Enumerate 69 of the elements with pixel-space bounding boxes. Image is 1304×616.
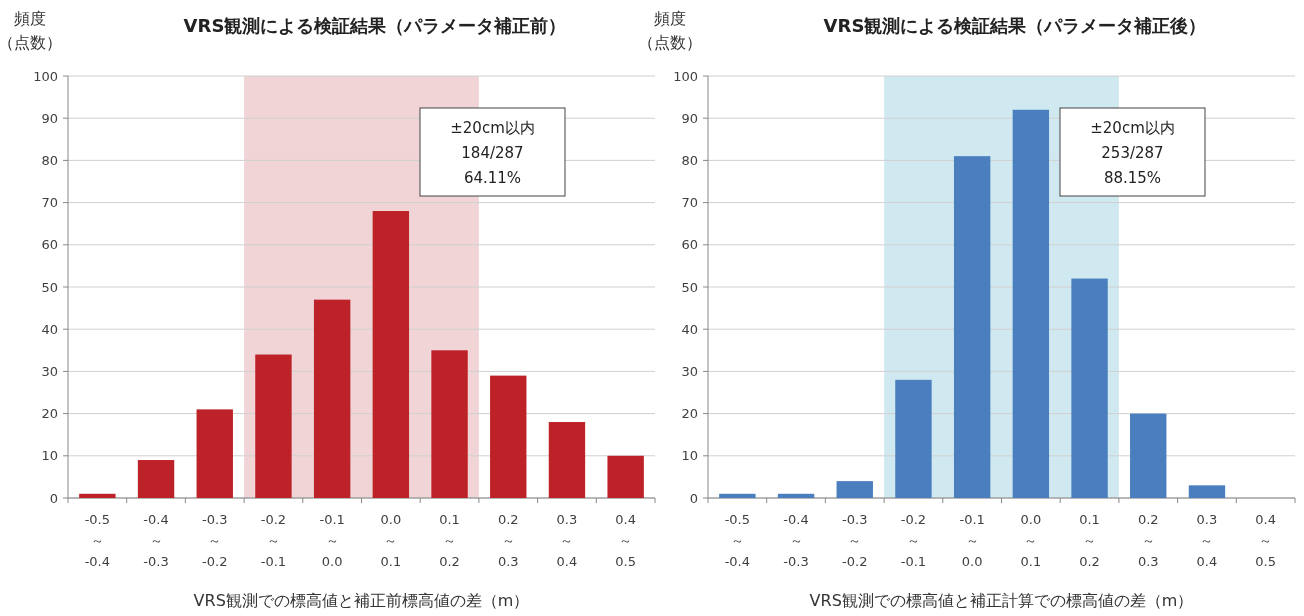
bar (607, 455, 644, 498)
chart-title: VRS観測による検証結果（パラメータ補正前） (183, 15, 567, 36)
x-tick-label: 0.0 ～ 0.1 (1020, 512, 1042, 569)
bar (196, 409, 233, 498)
x-tick-label: -0.5 ～ -0.4 (724, 512, 751, 569)
bar (137, 460, 175, 498)
y-axis-title: 頻度（点数） (638, 9, 702, 52)
y-tick-label: 40 (681, 321, 698, 337)
annotation: ±20cm以内 184/287 64.11% (450, 119, 535, 187)
y-tick-label: 70 (41, 195, 58, 211)
x-tick-label: -0.2 ～ -0.1 (260, 512, 287, 569)
y-tick-label: 60 (681, 237, 698, 253)
y-tick-label: 0 (49, 490, 58, 506)
bar (1071, 278, 1108, 498)
y-tick-label: 70 (681, 195, 698, 211)
chart-title: VRS観測による検証結果（パラメータ補正後） (823, 15, 1207, 36)
y-tick-label: 30 (681, 363, 698, 379)
bar (79, 493, 116, 498)
y-axis-title: 頻度（点数） (0, 9, 62, 52)
y-tick-label: 80 (41, 152, 58, 168)
bar (548, 422, 586, 498)
x-tick-label: -0.4 ～ -0.3 (143, 512, 169, 569)
bar (1012, 109, 1050, 498)
y-tick-label: 40 (41, 321, 58, 337)
x-tick-label: -0.1 ～ 0.0 (959, 512, 985, 569)
bar (953, 156, 991, 498)
x-tick-label: -0.4 ～ -0.3 (783, 512, 809, 569)
y-tick-label: 20 (681, 406, 698, 422)
y-tick-label: 80 (681, 152, 698, 168)
bar (836, 481, 873, 498)
x-axis-title: VRS観測での標高値と補正前標高値の差（m） (193, 591, 530, 610)
x-tick-label: 0.2 ～ 0.3 (497, 512, 519, 569)
x-tick-label: -0.5 ～ -0.4 (84, 512, 111, 569)
annotation: ±20cm以内 253/287 88.15% (1090, 119, 1175, 187)
bar (719, 493, 756, 498)
x-tick-label: -0.2 ～ -0.1 (900, 512, 927, 569)
y-tick-label: 10 (41, 448, 58, 464)
x-tick-label: 0.3 ～ 0.4 (1196, 512, 1218, 569)
y-tick-label: 60 (41, 237, 58, 253)
y-tick-label: 90 (681, 110, 698, 126)
bar (1188, 485, 1226, 498)
x-tick-label: 0.0 ～ 0.1 (380, 512, 402, 569)
y-tick-label: 30 (41, 363, 58, 379)
y-tick-label: 50 (41, 279, 58, 295)
x-tick-label: -0.1 ～ 0.0 (319, 512, 345, 569)
x-tick-label: -0.3 ～ -0.2 (842, 512, 868, 569)
y-tick-label: 20 (41, 406, 58, 422)
bar (490, 375, 527, 498)
y-tick-label: 50 (681, 279, 698, 295)
x-tick-label: 0.4 ～ 0.5 (1255, 512, 1276, 569)
bar (777, 493, 815, 498)
bar (372, 211, 410, 498)
bar (431, 350, 468, 498)
y-tick-label: 90 (41, 110, 58, 126)
bar (313, 299, 351, 498)
bar (255, 354, 292, 498)
x-tick-label: 0.2 ～ 0.3 (1137, 512, 1159, 569)
x-axis-title: VRS観測での標高値と補正計算での標高値の差（m） (809, 591, 1194, 610)
bar (1130, 413, 1167, 498)
x-tick-label: 0.1 ～ 0.2 (439, 512, 460, 569)
y-tick-label: 10 (681, 448, 698, 464)
x-tick-label: 0.1 ～ 0.2 (1079, 512, 1100, 569)
y-tick-label: 100 (33, 68, 58, 84)
x-tick-label: 0.3 ～ 0.4 (556, 512, 578, 569)
y-tick-label: 100 (673, 68, 698, 84)
bar (895, 379, 932, 498)
x-tick-label: 0.4 ～ 0.5 (615, 512, 636, 569)
x-tick-label: -0.3 ～ -0.2 (202, 512, 228, 569)
y-tick-label: 0 (689, 490, 698, 506)
